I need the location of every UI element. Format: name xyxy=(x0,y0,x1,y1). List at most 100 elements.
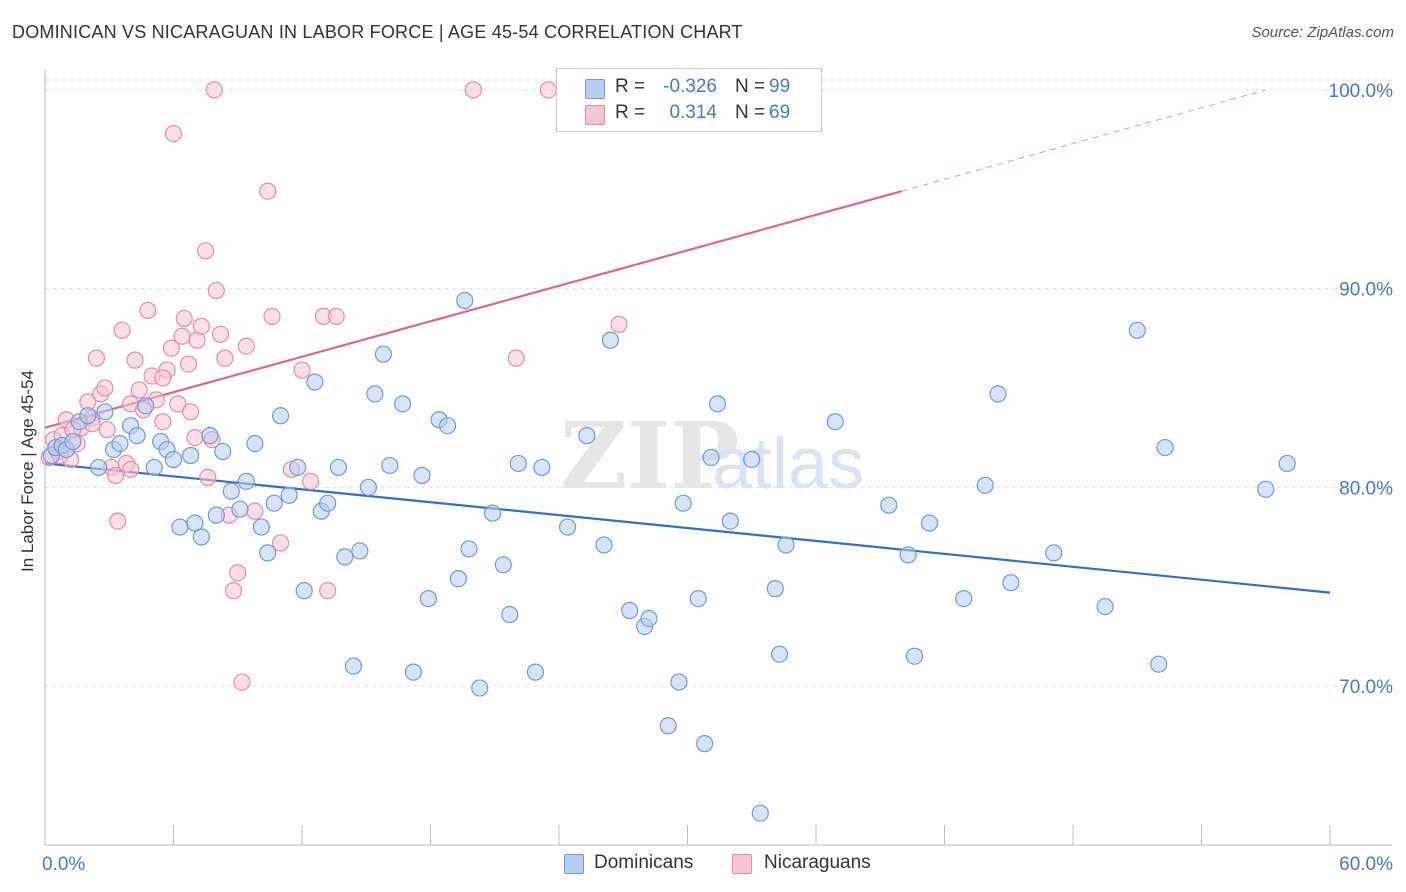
legend-r-label: R = xyxy=(615,76,646,97)
x-tick-labels: 0.0% 60.0% xyxy=(42,854,1393,875)
legend-r-label: R = xyxy=(615,102,646,123)
y-tick-label: 90.0% xyxy=(1339,280,1393,301)
point-dominicans xyxy=(381,456,399,475)
legend-swatch-nicaraguans xyxy=(732,854,752,874)
trend-lines xyxy=(44,89,1331,594)
legend-r-value: -0.326 xyxy=(663,76,717,97)
point-dominicans xyxy=(766,580,784,598)
point-dominicans xyxy=(295,582,313,600)
point-dominicans xyxy=(460,540,478,558)
point-dominicans xyxy=(207,506,225,524)
point-dominicans xyxy=(1156,438,1174,457)
point-dominicans xyxy=(96,403,114,421)
legend-swatch-dominicans xyxy=(564,854,584,874)
legend-swatch-nicaraguans xyxy=(585,105,605,125)
point-nicaraguans xyxy=(197,242,215,260)
point-dominicans xyxy=(366,385,384,403)
point-nicaraguans xyxy=(293,361,311,379)
point-dominicans xyxy=(899,546,917,564)
point-dominicans xyxy=(359,478,377,496)
point-nicaraguans xyxy=(139,301,157,320)
point-dominicans xyxy=(1150,655,1168,673)
dominicans-points xyxy=(42,291,1296,822)
point-dominicans xyxy=(1278,454,1296,473)
y-tick-labels: 70.0% 80.0% 90.0% 100.0% xyxy=(1329,81,1394,698)
point-nicaraguans xyxy=(96,379,114,397)
point-dominicans xyxy=(708,395,727,413)
legend-n-value: 99 xyxy=(769,76,791,97)
point-dominicans xyxy=(265,494,283,512)
legend-label-dominicans: Dominicans xyxy=(594,852,694,873)
trend-line-nicaraguans xyxy=(44,190,902,429)
legend-label-nicaraguans: Nicaraguans xyxy=(764,852,871,873)
point-dominicans xyxy=(621,601,639,620)
source-note: Source: ZipAtlas.com xyxy=(1251,24,1394,41)
point-nicaraguans xyxy=(154,413,172,431)
point-dominicans xyxy=(1257,480,1275,498)
point-dominicans xyxy=(640,609,658,628)
point-nicaraguans xyxy=(271,534,290,552)
point-nicaraguans xyxy=(610,315,628,333)
point-dominicans xyxy=(484,504,502,522)
legend-n-value: 69 xyxy=(769,102,791,123)
y-tick-label: 100.0% xyxy=(1329,81,1394,102)
point-dominicans xyxy=(494,556,512,574)
point-nicaraguans xyxy=(130,381,148,399)
point-dominicans xyxy=(777,536,795,554)
y-axis-label: In Labor Force | Age 45-54 xyxy=(18,370,37,572)
point-dominicans xyxy=(659,717,677,735)
point-dominicans xyxy=(751,804,769,822)
point-nicaraguans xyxy=(162,339,180,357)
point-dominicans xyxy=(501,605,519,624)
point-dominicans xyxy=(214,442,232,461)
chart-title: DOMINICAN VS NICARAGUAN IN LABOR FORCE |… xyxy=(12,22,743,42)
point-dominicans xyxy=(231,500,249,518)
point-nicaraguans xyxy=(233,673,251,691)
point-dominicans xyxy=(702,448,720,467)
point-dominicans xyxy=(137,397,155,415)
trend-line-dominicans xyxy=(44,462,1331,594)
point-dominicans xyxy=(743,450,761,469)
point-dominicans xyxy=(145,458,163,477)
point-dominicans xyxy=(306,373,324,391)
watermark-atlas: atlas xyxy=(712,424,864,504)
point-dominicans xyxy=(79,407,97,425)
point-dominicans xyxy=(989,385,1007,403)
point-dominicans xyxy=(674,494,692,512)
point-nicaraguans xyxy=(207,281,225,300)
point-dominicans xyxy=(533,458,551,477)
point-dominicans xyxy=(439,417,457,435)
point-dominicans xyxy=(271,407,290,425)
stats-legend: R = -0.326 N = 99 R = 0.314 N = 69 xyxy=(556,68,822,132)
point-dominicans xyxy=(319,494,337,512)
grid-lines xyxy=(45,79,1392,687)
point-dominicans xyxy=(595,536,613,554)
point-nicaraguans xyxy=(107,466,125,484)
point-nicaraguans xyxy=(98,421,116,439)
point-nicaraguans xyxy=(212,325,230,343)
point-nicaraguans xyxy=(237,337,255,355)
point-nicaraguans xyxy=(175,309,193,327)
point-nicaraguans xyxy=(216,349,234,367)
point-dominicans xyxy=(164,450,183,469)
point-dominicans xyxy=(920,514,939,532)
point-dominicans xyxy=(351,542,369,560)
point-nicaraguans xyxy=(319,582,337,600)
point-dominicans xyxy=(171,518,189,536)
point-nicaraguans xyxy=(229,564,247,582)
point-nicaraguans xyxy=(301,472,320,490)
point-dominicans xyxy=(111,434,129,453)
point-nicaraguans xyxy=(169,395,187,413)
point-dominicans xyxy=(826,413,844,431)
point-dominicans xyxy=(419,589,437,608)
point-dominicans xyxy=(955,589,973,608)
point-dominicans xyxy=(558,518,577,536)
point-dominicans xyxy=(404,663,422,681)
point-dominicans xyxy=(1002,574,1020,592)
point-nicaraguans xyxy=(224,582,243,600)
legend-n-label: N = xyxy=(735,102,766,123)
point-nicaraguans xyxy=(126,351,144,369)
point-dominicans xyxy=(128,427,146,445)
series-legend: Dominicans Nicaraguans xyxy=(562,852,902,876)
